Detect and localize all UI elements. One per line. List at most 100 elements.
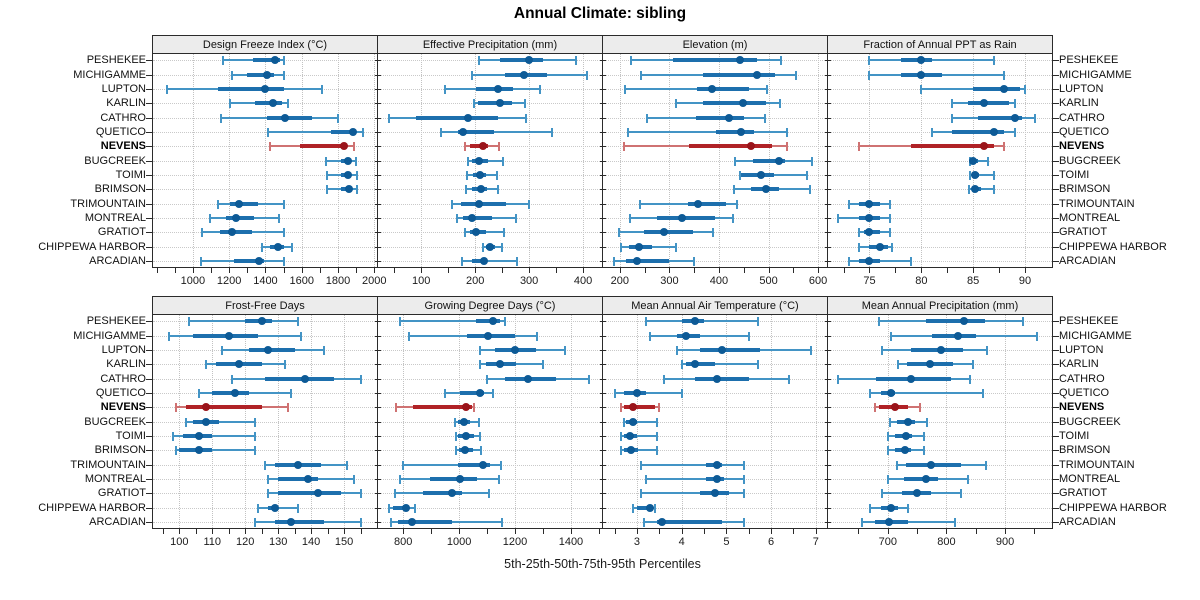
median-dot [865, 256, 874, 265]
station-row-tick [375, 203, 381, 205]
median-dot [646, 503, 655, 512]
x-axis-tick-label: 75 [863, 275, 876, 287]
interquartile-band [225, 215, 254, 220]
station-row-tick [600, 349, 606, 351]
interquartile-band [973, 86, 1020, 91]
median-dot [472, 228, 481, 237]
interquartile-band [393, 505, 409, 510]
whisker-cap-low [638, 199, 641, 209]
station-label-right: TOIMI [1059, 429, 1090, 442]
station-row-tick [375, 435, 381, 437]
station-row-tick [375, 174, 381, 176]
station-row-tick [1053, 203, 1059, 205]
station-row-tick [600, 160, 606, 162]
station-label-right: KARLIN [1059, 358, 1099, 371]
row-gridline [603, 450, 827, 452]
median-dot [488, 317, 497, 326]
whisker-cap-high [732, 213, 735, 223]
whisker-cap-low [888, 417, 891, 427]
whisker-cap-high [497, 185, 500, 195]
station-label-right: NEVENS [1059, 140, 1105, 153]
whisker-cap-low [644, 474, 647, 484]
median-dot [459, 127, 468, 136]
x-axis-tick-label: 200 [465, 275, 485, 287]
row-gridline [828, 507, 1052, 509]
whisker-cap-low [464, 228, 467, 238]
median-dot [261, 84, 270, 93]
whisker-cap-high [806, 170, 809, 180]
station-row-tick [1053, 321, 1059, 323]
station-row-tick [1053, 464, 1059, 466]
whisker-cap-low [209, 213, 212, 223]
whisker-cap-high [290, 242, 293, 252]
whisker-cap-low [897, 360, 900, 370]
station-row-tick [825, 131, 831, 133]
station-label-left: TOIMI [115, 168, 146, 181]
station-row-tick [600, 74, 606, 76]
x-axis-tick-label: 100 [170, 536, 189, 548]
station-label-right: TRIMOUNTAIN [1059, 197, 1135, 210]
whisker-cap-low [393, 489, 396, 499]
station-label-right: BRIMSON [1059, 183, 1111, 196]
whisker-cap-high [254, 431, 257, 441]
interquartile-band [416, 115, 498, 120]
whisker-cap-high [808, 185, 811, 195]
whisker-cap-low [620, 431, 623, 441]
interquartile-band [330, 129, 357, 134]
median-dot [344, 185, 353, 194]
row-gridline [378, 450, 602, 452]
station-row-tick [146, 349, 152, 351]
x-axis-minor-tick [156, 268, 158, 273]
whisker-cap-high [693, 256, 696, 266]
whisker-cap-high [992, 56, 995, 66]
station-row-tick [375, 493, 381, 495]
station-label-right: TOIMI [1059, 168, 1090, 181]
station-row-tick [375, 260, 381, 262]
x-axis-minor-tick [793, 268, 795, 273]
station-row-tick [146, 507, 152, 509]
station-row-tick [146, 131, 152, 133]
x-axis-minor-tick [356, 268, 358, 273]
whisker-cap-high [1003, 70, 1006, 80]
x-axis-tick-label: 400 [573, 275, 593, 287]
row-gridline [603, 407, 827, 409]
station-row-tick [1053, 392, 1059, 394]
whisker-cap-low [198, 388, 201, 398]
median-dot [875, 242, 884, 251]
x-axis-tick-label: 600 [808, 275, 828, 287]
station-row-tick [825, 60, 831, 62]
whisker-cap-high [811, 156, 814, 166]
x-axis-tick-label: 3 [633, 536, 641, 548]
whisker-cap-high [743, 474, 746, 484]
median-dot [476, 170, 484, 179]
x-axis-tick-label: 90 [1018, 275, 1032, 287]
median-dot [913, 489, 922, 498]
station-label-right: TRIMOUNTAIN [1059, 458, 1135, 471]
whisker-cap-low [880, 489, 883, 499]
station-row-tick [1053, 131, 1059, 133]
whisker-cap-low [267, 474, 270, 484]
station-row-tick [375, 335, 381, 337]
row-gridline [378, 421, 602, 423]
station-row-tick [600, 174, 606, 176]
x-axis-minor-tick [947, 268, 949, 273]
whisker-cap-low [886, 446, 889, 456]
median-dot [401, 503, 410, 512]
whisker-cap-high [296, 503, 299, 513]
whisker-cap-high [985, 460, 988, 470]
whisker-cap-low [455, 446, 458, 456]
interquartile-band [673, 58, 758, 63]
whisker-cap-low [267, 127, 270, 137]
interquartile-band [278, 476, 318, 481]
whisker-cap-low [861, 517, 863, 527]
median-dot [691, 360, 700, 369]
x-axis-tick [374, 268, 376, 273]
x-axis-minor-tick [999, 268, 1001, 273]
station-row-tick [146, 203, 152, 205]
station-label-right: CHIPPEWA HARBOR [1059, 501, 1167, 514]
median-dot [971, 170, 980, 179]
row-gridline [153, 131, 377, 133]
median-dot [747, 142, 756, 151]
whisker-cap-high [564, 345, 567, 355]
x-axis-tick-label: 1800 [325, 275, 351, 287]
